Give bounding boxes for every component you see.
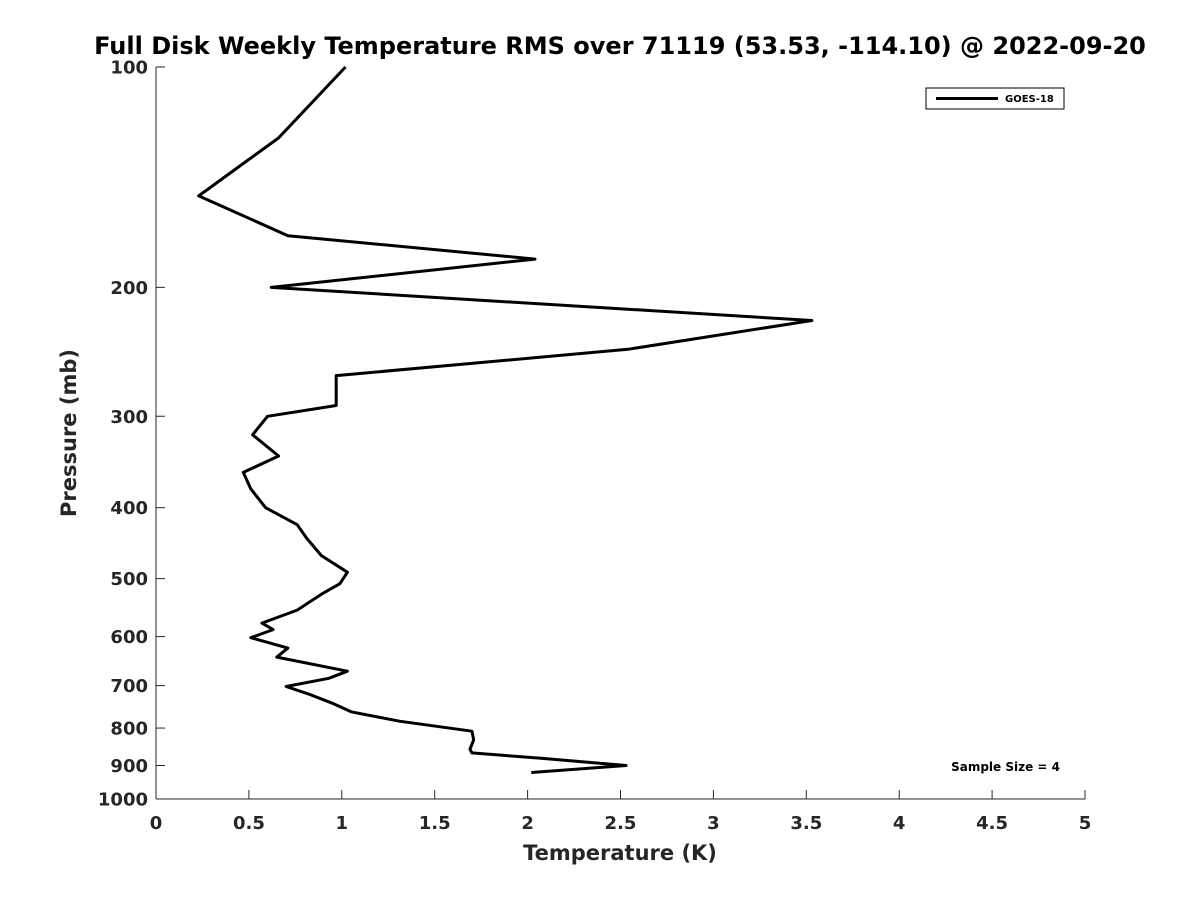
x-tick-label: 0	[150, 813, 163, 834]
goes-18-series-line	[197, 65, 814, 774]
x-tick-label: 3	[707, 813, 720, 834]
x-tick-label: 4.5	[976, 813, 1008, 834]
y-axis-label: Pressure (mb)	[57, 349, 81, 517]
y-tick-label: 500	[110, 569, 148, 590]
x-axis-label: Temperature (K)	[523, 841, 717, 865]
y-tick-label: 200	[110, 278, 148, 299]
y-axis: 100 200 300 400 500 600 700 800 900 1000	[98, 58, 165, 811]
x-tick-label: 3.5	[790, 813, 822, 834]
chart-title: Full Disk Weekly Temperature RMS over 71…	[94, 32, 1146, 60]
y-tick-label: 700	[110, 676, 148, 697]
y-tick-label: 800	[110, 719, 148, 740]
x-axis: 0 0.5 1 1.5 2 2.5 3 3.5 4 4.5 5	[150, 790, 1092, 834]
x-tick-label: 1	[336, 813, 349, 834]
y-tick-label: 600	[110, 627, 148, 648]
x-tick-label: 4	[893, 813, 906, 834]
y-tick-label: 300	[110, 407, 148, 428]
sample-size-annotation: Sample Size = 4	[951, 760, 1060, 774]
y-tick-label: 900	[110, 756, 148, 777]
legend: GOES-18	[925, 87, 1065, 110]
x-tick-label: 1.5	[419, 813, 451, 834]
x-tick-label: 2	[521, 813, 534, 834]
y-tick-label: 400	[110, 498, 148, 519]
legend-label-goes-18: GOES-18	[1005, 94, 1054, 105]
x-tick-label: 0.5	[233, 813, 265, 834]
x-tick-label: 5	[1079, 813, 1092, 834]
y-tick-label: 100	[110, 58, 148, 79]
y-tick-label: 1000	[98, 790, 148, 811]
x-tick-label: 2.5	[605, 813, 637, 834]
